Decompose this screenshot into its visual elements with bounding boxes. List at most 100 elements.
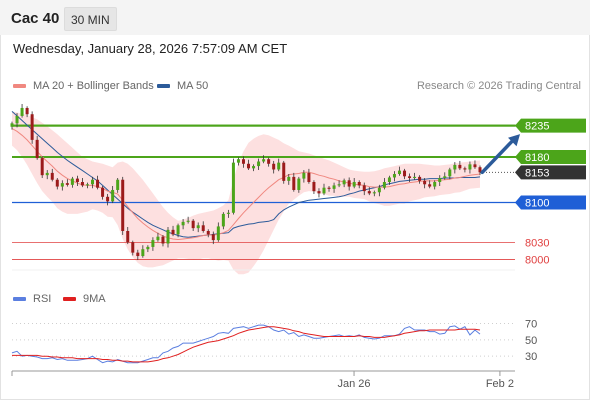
legend-label-rsi: RSI xyxy=(33,293,52,305)
level-tag-8235 xyxy=(515,118,586,133)
candle-body xyxy=(433,182,437,187)
candle-body xyxy=(186,220,190,222)
level-label-8180: 8180 xyxy=(525,152,549,164)
candle-body xyxy=(45,172,49,176)
candle-body xyxy=(181,221,185,226)
candle-body xyxy=(96,179,100,188)
candle-body xyxy=(70,178,74,185)
level-label-8153: 8153 xyxy=(525,167,549,179)
candle-body xyxy=(91,179,95,185)
candle-body xyxy=(347,180,351,187)
candle-body xyxy=(111,189,115,202)
candle-body xyxy=(231,162,235,213)
candle-body xyxy=(397,170,401,175)
candle-body xyxy=(413,176,417,179)
candle-body xyxy=(392,174,396,178)
legend-swatch-9ma xyxy=(63,297,76,301)
candle-body xyxy=(106,196,110,202)
candles xyxy=(10,103,482,261)
candle-body xyxy=(216,226,220,241)
candle-body xyxy=(60,183,64,187)
legend-swatch-ma50 xyxy=(157,84,170,88)
level-tag-8153 xyxy=(515,165,586,180)
level-tag-8180 xyxy=(515,149,586,164)
candle-body xyxy=(458,164,462,169)
candle-body xyxy=(146,246,150,250)
level-label-8100: 8100 xyxy=(525,198,549,210)
candle-body xyxy=(141,249,145,257)
legend-9ma: 9MA xyxy=(63,293,106,305)
candle-body xyxy=(10,123,14,127)
candle-body xyxy=(317,191,321,194)
legend-ma20-bollinger: MA 20 + Bollinger Bands xyxy=(13,80,154,92)
legend-label-ma20: MA 20 + Bollinger Bands xyxy=(33,80,154,92)
rsi-tick-50: 50 xyxy=(525,335,537,347)
candle-body xyxy=(277,162,281,170)
candle-body xyxy=(282,162,286,181)
candle-body xyxy=(322,187,326,194)
candle-body xyxy=(40,158,44,176)
candle-body xyxy=(35,139,39,159)
rsi-tick-70: 70 xyxy=(525,318,537,330)
chart-datetime: Wednesday, January 28, 2026 7:57:09 AM C… xyxy=(13,41,288,56)
candle-body xyxy=(292,176,296,190)
candle-body xyxy=(171,229,175,235)
candle-body xyxy=(387,177,391,183)
candle-body xyxy=(211,234,215,241)
candle-body xyxy=(312,182,316,192)
candle-body xyxy=(362,185,366,192)
candle-body xyxy=(418,176,422,181)
candle-body xyxy=(377,187,381,193)
candle-body xyxy=(257,161,261,167)
candle-body xyxy=(478,167,482,173)
candle-body xyxy=(337,184,341,186)
candle-body xyxy=(101,187,105,197)
candle-body xyxy=(448,169,452,177)
legend-swatch-rsi xyxy=(13,297,26,301)
candle-body xyxy=(131,242,135,253)
candle-body xyxy=(136,252,140,257)
level-label-8030: 8030 xyxy=(525,237,549,249)
interval-button[interactable]: 30 MIN xyxy=(64,7,117,31)
candle-body xyxy=(226,212,230,214)
candle-body xyxy=(463,168,467,170)
forecast-arrow-head xyxy=(508,134,521,147)
candle-body xyxy=(443,176,447,179)
legend-ma50: MA 50 xyxy=(157,80,208,92)
candle-body xyxy=(428,184,432,187)
candle-body xyxy=(327,187,331,189)
candle-body xyxy=(25,107,29,115)
level-label-8235: 8235 xyxy=(525,121,549,133)
candle-body xyxy=(65,183,69,185)
legend-rsi: RSI xyxy=(13,293,51,305)
candle-body xyxy=(20,107,24,116)
candle-body xyxy=(156,236,160,241)
candle-body xyxy=(151,240,155,247)
candle-body xyxy=(196,225,200,229)
chart-header: Cac 40 30 MIN xyxy=(0,0,590,35)
candle-body xyxy=(50,172,54,180)
candle-body xyxy=(267,159,271,164)
candle-body xyxy=(332,185,336,189)
candle-body xyxy=(287,176,291,181)
candle-body xyxy=(221,213,225,227)
level-label-8000: 8000 xyxy=(525,254,549,266)
bollinger-band xyxy=(12,111,480,275)
candle-body xyxy=(30,114,34,140)
candle-body xyxy=(342,180,346,185)
candle-body xyxy=(85,184,89,186)
rsi-line xyxy=(11,324,481,364)
candle-body xyxy=(241,159,245,164)
candle-body xyxy=(126,230,130,243)
ma50-line xyxy=(11,111,481,238)
legend-label-9ma: 9MA xyxy=(83,293,106,305)
candle-body xyxy=(247,163,251,169)
ma20-line xyxy=(11,128,481,241)
candle-body xyxy=(262,159,266,162)
candle-body xyxy=(206,230,210,235)
candle-body xyxy=(352,182,356,187)
rsi-ma9-line xyxy=(12,326,481,363)
x-tick-label: Jan 26 xyxy=(338,378,371,390)
candle-body xyxy=(307,172,311,183)
